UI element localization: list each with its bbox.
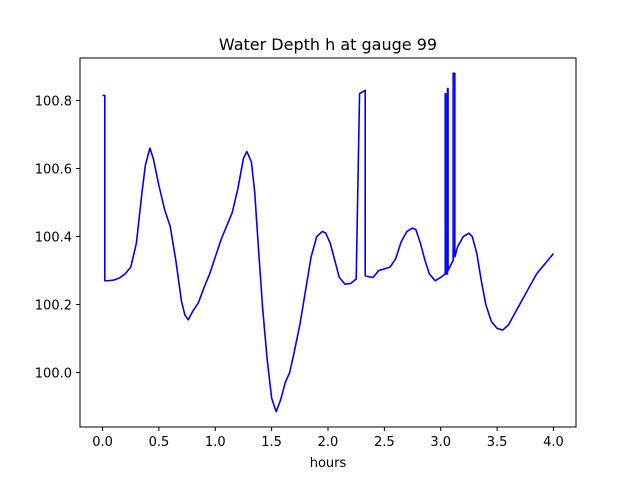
x-tick-label: 1.0 bbox=[205, 435, 226, 450]
x-tick-label: 4.0 bbox=[543, 435, 564, 450]
x-tick-label: 3.0 bbox=[430, 435, 451, 450]
x-tick-label: 3.5 bbox=[487, 435, 508, 450]
y-tick-label: 100.0 bbox=[35, 367, 72, 382]
x-tick-label: 2.5 bbox=[374, 435, 395, 450]
x-tick-label: 0.0 bbox=[92, 435, 113, 450]
series-layer bbox=[102, 72, 555, 413]
series-line-0 bbox=[102, 72, 555, 413]
y-tick-label: 100.6 bbox=[35, 163, 72, 178]
y-tick-label: 100.4 bbox=[35, 231, 72, 246]
x-tick-label: 0.5 bbox=[149, 435, 170, 450]
chart-title: Water Depth h at gauge 99 bbox=[219, 35, 437, 54]
x-tick-label: 2.0 bbox=[318, 435, 339, 450]
x-axis-label: hours bbox=[310, 456, 347, 471]
y-axis: 100.0 100.2 100.4 100.6 100.8 bbox=[35, 95, 80, 382]
y-tick-label: 100.8 bbox=[35, 95, 72, 110]
plot-area bbox=[80, 58, 576, 427]
x-tick-label: 1.5 bbox=[261, 435, 282, 450]
y-tick-label: 100.2 bbox=[35, 299, 72, 314]
x-axis: 0.0 0.5 1.0 1.5 2.0 2.5 3.0 3.5 4.0 bbox=[92, 427, 564, 450]
